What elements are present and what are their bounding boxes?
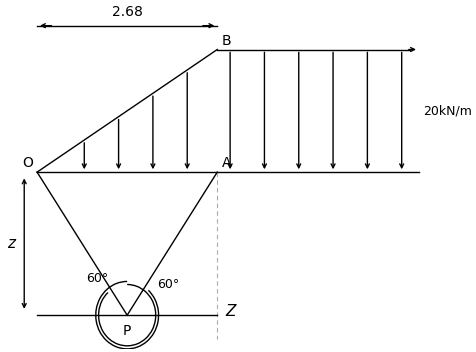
- Text: Z: Z: [226, 304, 236, 319]
- Text: z: z: [7, 236, 15, 251]
- Text: 60°: 60°: [86, 271, 108, 284]
- Text: 60°: 60°: [157, 278, 179, 291]
- Text: A: A: [221, 156, 231, 170]
- Text: 20kN/m: 20kN/m: [423, 104, 472, 117]
- Text: O: O: [22, 156, 33, 170]
- Text: P: P: [123, 324, 131, 338]
- Text: 2.68: 2.68: [112, 5, 143, 19]
- Text: B: B: [221, 34, 231, 48]
